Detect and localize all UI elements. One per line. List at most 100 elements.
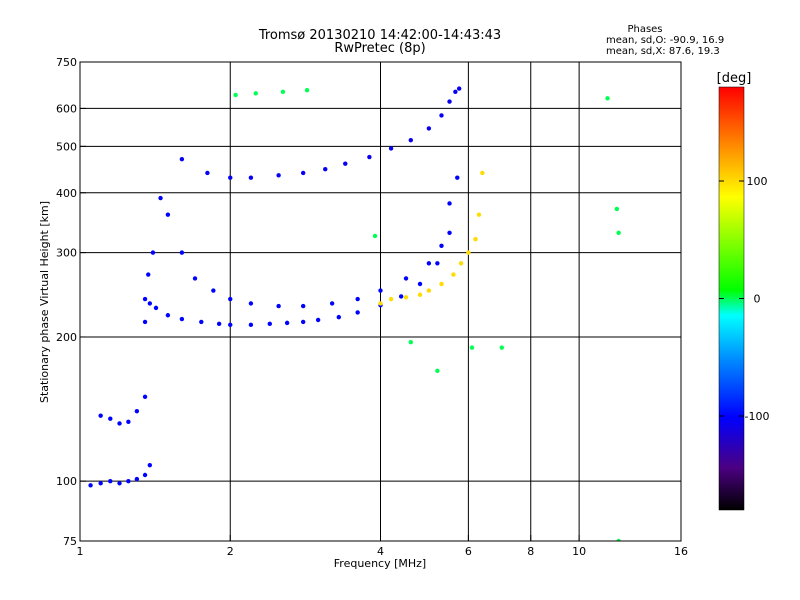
series-upper-points (179, 86, 462, 180)
data-point (158, 195, 163, 201)
data-point (150, 250, 156, 255)
data-point (216, 321, 222, 327)
y-tick-label: 500 (56, 140, 77, 153)
data-point (403, 276, 409, 281)
data-point (126, 419, 131, 425)
data-point (142, 319, 148, 325)
data-point (367, 154, 372, 160)
data-point (267, 321, 272, 327)
x-tick-label: 10 (572, 545, 586, 558)
data-point (355, 310, 360, 315)
y-tick-label: 400 (56, 187, 77, 200)
data-point (456, 86, 462, 91)
data-point (455, 175, 460, 180)
data-point (253, 91, 258, 96)
y-tick-label: 75 (63, 535, 77, 548)
data-point (228, 296, 233, 302)
data-point (248, 301, 254, 306)
gridlines (80, 62, 681, 541)
data-point (453, 89, 458, 94)
data-point (284, 320, 290, 326)
data-point (616, 538, 621, 541)
x-tick-label: 6 (465, 545, 472, 558)
data-point (88, 483, 93, 488)
data-point (439, 281, 444, 287)
data-points (88, 86, 621, 541)
data-point (403, 295, 409, 300)
y-tick-label: 600 (56, 102, 77, 115)
data-point (248, 175, 254, 180)
data-point (179, 250, 185, 255)
data-point (142, 394, 148, 400)
data-point (142, 472, 148, 478)
data-point (480, 170, 485, 176)
data-point (146, 272, 151, 277)
data-point (323, 166, 328, 172)
x-axis-label: Frequency [MHz] (334, 557, 426, 570)
data-point (435, 368, 440, 373)
data-point (439, 243, 444, 248)
data-point (447, 99, 452, 104)
x-tick-label: 1 (77, 545, 84, 558)
series-isolated-points (233, 87, 621, 541)
data-point (248, 322, 254, 328)
data-point (165, 313, 171, 318)
data-point (205, 170, 210, 176)
data-point (469, 345, 475, 350)
data-point (199, 319, 204, 325)
data-point (134, 476, 140, 482)
data-point (153, 305, 159, 311)
series-extraordinary-points (378, 170, 485, 306)
data-point (336, 314, 342, 320)
y-axis-label: Stationary phase Virtual Height [km] (38, 201, 51, 403)
data-point (165, 212, 171, 217)
x-tick-label: 4 (377, 545, 384, 558)
data-point (447, 201, 452, 206)
series-low-frequency-points (98, 394, 148, 426)
chart-subtitle: RwPretec (8p) (334, 41, 425, 56)
data-point (426, 126, 432, 131)
data-point (473, 236, 478, 242)
data-point (466, 250, 471, 255)
data-point (211, 288, 216, 293)
chart-title: Tromsø 20130210 14:42:00-14:43:43 (258, 28, 501, 43)
y-tick-label: 300 (56, 247, 77, 260)
data-point (398, 294, 404, 299)
data-point (179, 157, 185, 162)
data-point (117, 421, 122, 426)
data-point (276, 303, 281, 309)
data-point (343, 161, 348, 166)
data-point (98, 413, 103, 418)
series-lower-points (142, 175, 460, 328)
data-point (300, 319, 306, 325)
colorbar-label: [deg] (717, 71, 752, 86)
y-tick-labels: 75 100 200 300 400 500 600 750 (56, 56, 77, 548)
data-point (605, 96, 610, 101)
data-point (280, 89, 286, 94)
data-point (147, 462, 153, 468)
y-tick-label: 200 (56, 331, 77, 344)
data-point (126, 478, 131, 484)
data-point (408, 137, 413, 143)
data-point (98, 481, 103, 486)
data-point (300, 303, 306, 309)
colorbar-ticks: 100 0 -100 (719, 175, 769, 423)
data-point (426, 288, 432, 293)
data-point (142, 296, 148, 302)
x-tick-label: 2 (227, 545, 234, 558)
data-point (228, 322, 233, 328)
data-point (147, 301, 153, 306)
data-point (315, 317, 321, 323)
data-point (192, 276, 198, 281)
x-tick-labels: 1 2 4 6 8 10 16 (77, 545, 689, 558)
data-point (417, 292, 423, 297)
data-point (372, 233, 378, 239)
data-point (499, 345, 505, 350)
data-point (458, 261, 464, 266)
data-point (476, 212, 482, 217)
data-point (417, 281, 423, 287)
x-tick-label: 8 (527, 545, 534, 558)
data-point (276, 173, 281, 178)
data-point (108, 478, 113, 484)
data-point (378, 288, 383, 293)
